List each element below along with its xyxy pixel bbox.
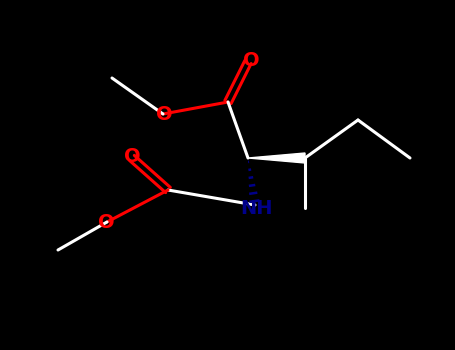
Text: O: O	[243, 50, 259, 70]
Text: NH: NH	[241, 198, 273, 217]
Polygon shape	[248, 153, 305, 163]
Text: O: O	[98, 214, 114, 232]
Text: O: O	[124, 147, 140, 167]
Text: O: O	[156, 105, 172, 125]
